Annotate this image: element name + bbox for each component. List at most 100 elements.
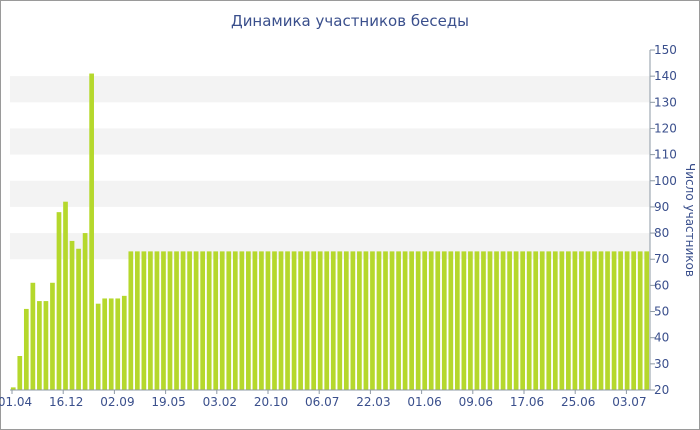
bar <box>89 73 94 390</box>
y-tick-label: 60 <box>654 278 669 292</box>
bar <box>232 251 238 390</box>
y-tick-label: 70 <box>654 252 669 266</box>
bar <box>304 251 310 390</box>
bar <box>402 251 408 390</box>
y-tick-label: 120 <box>654 121 677 135</box>
bar <box>43 301 49 390</box>
chart-title: Динамика участников беседы <box>230 12 470 30</box>
bar <box>63 201 68 390</box>
bar <box>167 251 173 390</box>
bar <box>272 251 277 390</box>
bar <box>559 251 565 390</box>
bar <box>246 251 251 390</box>
bar <box>474 251 480 390</box>
y-tick-label: 80 <box>654 226 669 240</box>
bar <box>95 303 101 390</box>
bar <box>161 251 166 390</box>
bar <box>448 251 454 390</box>
y-axis-title: Число участников <box>683 163 697 277</box>
bar <box>239 251 245 390</box>
bar <box>10 387 16 390</box>
bar <box>226 251 232 390</box>
bar <box>539 251 545 390</box>
bar <box>533 251 539 390</box>
bar <box>213 251 219 390</box>
bar <box>552 251 558 390</box>
bar <box>435 251 441 390</box>
bar <box>370 251 375 390</box>
y-tick-label: 90 <box>654 200 669 214</box>
x-tick-label: 19.05 <box>151 395 185 409</box>
bar <box>631 251 637 390</box>
bar <box>69 240 75 390</box>
grid-band <box>10 128 650 155</box>
bar <box>441 251 447 390</box>
bar <box>579 251 584 390</box>
x-tick-label: 03.07 <box>612 395 646 409</box>
bar <box>618 251 623 390</box>
bar <box>285 251 290 390</box>
bar <box>500 251 506 390</box>
x-tick-label: 20.10 <box>254 395 288 409</box>
bar <box>180 251 186 390</box>
bar <box>108 298 114 390</box>
bar <box>193 251 199 390</box>
bar <box>389 251 395 390</box>
bar <box>17 356 23 390</box>
y-tick-label: 30 <box>654 357 669 371</box>
y-tick-label: 40 <box>654 331 669 345</box>
bar <box>252 251 258 390</box>
bar <box>487 251 493 390</box>
y-tick-label: 100 <box>654 174 677 188</box>
bar <box>624 251 630 390</box>
bar <box>291 251 297 390</box>
bar <box>376 251 382 390</box>
bar <box>330 251 336 390</box>
bar <box>513 251 519 390</box>
bar <box>278 251 284 390</box>
bar <box>396 251 401 390</box>
x-tick-label: 22.03 <box>356 395 390 409</box>
bar <box>481 251 486 390</box>
y-tick-label: 150 <box>654 43 677 57</box>
y-tick-label: 20 <box>654 383 669 397</box>
x-tick-label: 01.06 <box>407 395 441 409</box>
bar <box>461 251 467 390</box>
bar <box>141 251 147 390</box>
bar <box>526 251 532 390</box>
bar <box>585 251 591 390</box>
bar <box>76 248 81 390</box>
bar <box>644 251 650 390</box>
bar <box>592 251 597 390</box>
bar <box>428 251 434 390</box>
bar <box>605 251 610 390</box>
bar <box>128 251 134 390</box>
y-tick-label: 110 <box>654 148 677 162</box>
bar <box>637 251 643 390</box>
bar <box>546 251 552 390</box>
bar <box>56 212 62 390</box>
x-tick-label: 01.04 <box>0 395 32 409</box>
y-tick-label: 140 <box>654 69 677 83</box>
bar <box>298 251 303 390</box>
bar <box>350 251 356 390</box>
bar <box>23 308 29 390</box>
bar <box>598 251 604 390</box>
x-tick-label: 16.12 <box>49 395 83 409</box>
grid-band <box>10 76 650 103</box>
bar <box>611 251 617 390</box>
bar <box>494 251 499 390</box>
bar <box>415 251 421 390</box>
x-tick-label: 25.06 <box>561 395 595 409</box>
bar <box>520 251 525 390</box>
x-tick-label: 03.02 <box>203 395 237 409</box>
bar <box>30 282 36 390</box>
x-tick-label: 09.06 <box>459 395 493 409</box>
bar <box>206 251 212 390</box>
bar <box>455 251 460 390</box>
grid-band <box>10 180 650 207</box>
bar <box>383 251 388 390</box>
bar <box>507 251 512 390</box>
bar <box>357 251 362 390</box>
